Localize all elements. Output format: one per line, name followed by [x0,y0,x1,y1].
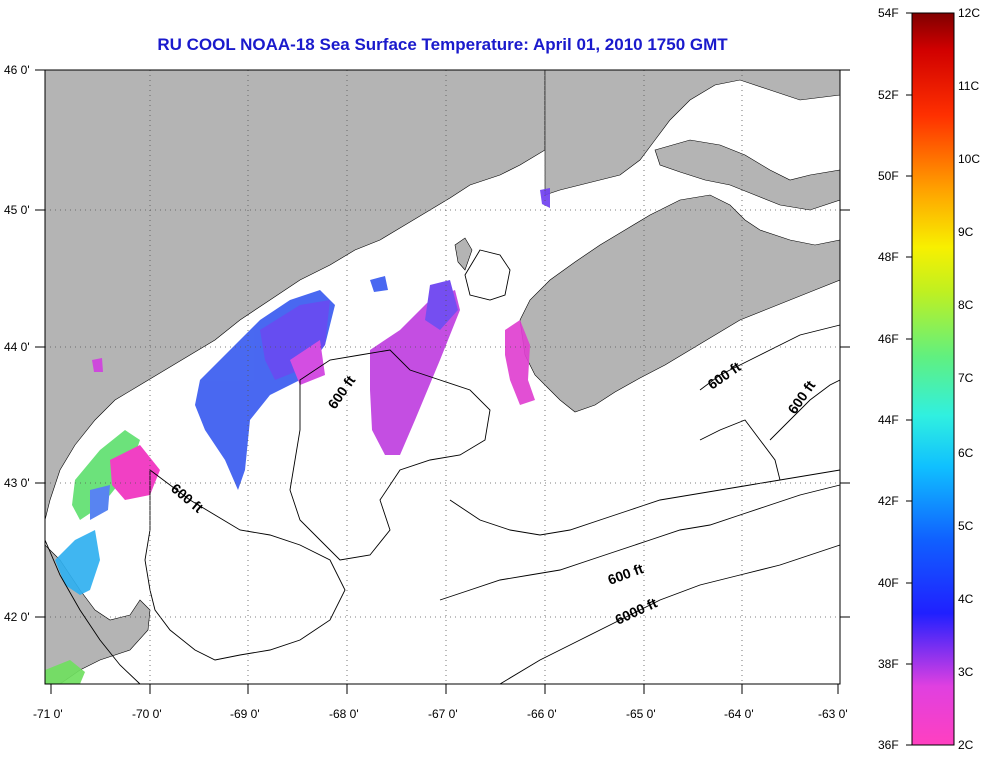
lat-label: 46 0' [4,63,30,77]
tick-marks [35,69,850,694]
colorbar-c-label: 6C [958,446,974,460]
sst-patches [45,188,550,684]
lat-label: 44 0' [4,340,30,354]
colorbar-f-label: 38F [878,657,899,671]
lon-label: -66 0' [527,707,557,721]
colorbar-c-label: 12C [958,6,981,20]
colorbar-f-label: 46F [878,332,899,346]
colorbar-f-label: 42F [878,494,899,508]
colorbar-f-label: 48F [878,250,899,264]
colorbar-c-label: 8C [958,298,974,312]
lon-label: -64 0' [724,707,754,721]
colorbar-c-label: 7C [958,371,974,385]
lon-label: -67 0' [428,707,458,721]
colorbar-f-label: 52F [878,88,899,102]
colorbar-f-label: 40F [878,576,899,590]
lon-label: -65 0' [626,707,656,721]
colorbar-f-label: 44F [878,413,899,427]
colorbar-f-label: 36F [878,738,899,752]
colorbar-c-label: 9C [958,225,974,239]
lat-label: 45 0' [4,203,30,217]
lon-label: -71 0' [33,707,63,721]
lon-label: -63 0' [818,707,848,721]
colorbar [911,12,955,746]
lon-label: -70 0' [132,707,162,721]
colorbar-c-label: 2C [958,738,974,752]
lat-label: 43 0' [4,476,30,490]
colorbar-c-label: 5C [958,519,974,533]
map-title: RU COOL NOAA-18 Sea Surface Temperature:… [157,35,728,54]
lon-label: -68 0' [329,707,359,721]
colorbar-c-label: 10C [958,152,981,166]
colorbar-c-label: 11C [958,79,980,93]
lon-label: -69 0' [230,707,260,721]
land-masses [44,69,841,685]
colorbar-c-label: 3C [958,665,974,679]
depth-contours [44,249,841,685]
colorbar-f-label: 50F [878,169,899,183]
colorbar-f-label: 54F [878,6,899,20]
colorbar-c-label: 4C [958,592,974,606]
lat-label: 42 0' [4,610,30,624]
